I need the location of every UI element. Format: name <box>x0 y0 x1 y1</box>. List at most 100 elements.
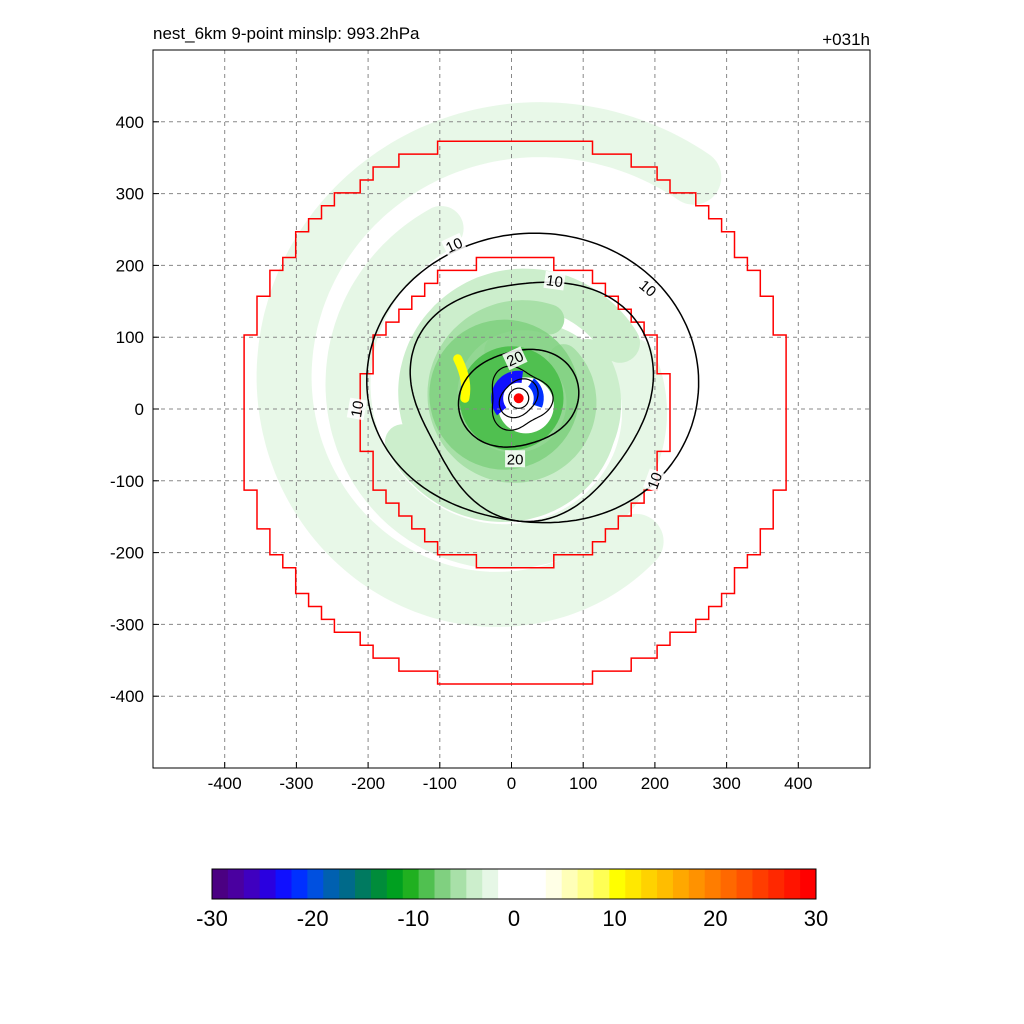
colorbar-swatch <box>657 869 674 899</box>
colorbar-swatch <box>529 869 547 899</box>
contour-label-bg <box>502 346 528 371</box>
contour-20 <box>457 348 580 448</box>
colorbar-swatch <box>561 869 579 899</box>
colorbar-swatch <box>243 869 261 899</box>
colorbar-swatch <box>800 869 817 899</box>
outer-rainband <box>256 102 722 627</box>
plot-area: 10 10 10 10 10 20 20 <box>153 50 870 768</box>
y-tick-label: 400 <box>116 113 144 132</box>
x-tick-label: 0 <box>507 774 516 793</box>
colorbar-tick-label: 20 <box>703 906 727 931</box>
contour-label-bg <box>643 468 666 493</box>
contour-label-group: 10 <box>441 232 467 257</box>
colorbar-swatch <box>212 869 229 899</box>
y-axis: 400 300 200 100 0 -100 -200 -300 -400 <box>110 113 159 706</box>
colorbar-swatch <box>641 869 658 899</box>
colorbar-swatch <box>577 869 594 899</box>
x-tick-label: 100 <box>569 774 597 793</box>
contour-label-group: 20 <box>505 450 526 468</box>
contour-label-bg <box>441 232 467 257</box>
colorbar-swatch <box>688 869 706 899</box>
inner-rainband <box>398 268 640 510</box>
y-tick-label: -100 <box>110 472 144 491</box>
colorbar-swatch <box>545 869 563 899</box>
colorbar-swatch <box>752 869 769 899</box>
contour-label: 10 <box>443 235 465 257</box>
x-tick-label: -300 <box>279 774 313 793</box>
colorbar-swatch <box>402 869 420 899</box>
y-tick-label: 200 <box>116 256 144 275</box>
positive-streak <box>453 354 471 403</box>
contour-label: 20 <box>504 348 526 370</box>
x-tick-label: 300 <box>712 774 740 793</box>
colorbar-swatch <box>768 869 785 899</box>
colorbar-swatch <box>593 869 610 899</box>
y-tick-label: 0 <box>135 400 144 419</box>
contour-label: 10 <box>645 470 667 491</box>
colorbar-swatch <box>466 869 483 899</box>
colorbar-swatch <box>625 869 642 899</box>
colorbar-swatch <box>323 869 340 899</box>
colorbar-frame <box>211 868 817 900</box>
eyewall-negative <box>491 370 524 416</box>
contour-label-group: 10 <box>643 468 667 493</box>
y-tick-label: -200 <box>110 544 144 563</box>
x-tick-label: 400 <box>784 774 812 793</box>
colorbar-tick-label: 10 <box>602 906 626 931</box>
colorbar-tick-label: -20 <box>297 906 329 931</box>
colorbar-swatch <box>339 869 356 899</box>
colorbar-tick-label: -10 <box>397 906 429 931</box>
colorbar-tick-label: 30 <box>804 906 828 931</box>
y-tick-label: -300 <box>110 615 144 634</box>
contour-10-inner <box>409 281 655 523</box>
middle-rainband <box>325 206 668 570</box>
contour-50 <box>507 387 530 409</box>
colorbar-swatch <box>736 869 753 899</box>
colorbar-swatch <box>498 869 515 899</box>
colorbar-swatch <box>418 869 436 899</box>
colorbar-swatch <box>784 869 801 899</box>
contour-40 <box>498 378 539 419</box>
colorbar-swatch <box>514 869 531 899</box>
contour-label-bg <box>543 270 566 291</box>
contour-label: 20 <box>507 451 524 468</box>
y-tick-label: 300 <box>116 185 144 204</box>
x-tick-label: -400 <box>208 774 242 793</box>
colorbar-swatch <box>672 869 690 899</box>
contour-lines: 10 10 10 10 10 20 20 <box>346 232 700 524</box>
contour-label: 10 <box>545 272 564 291</box>
contour-10-outer <box>366 232 700 524</box>
colorbar-swatch <box>434 869 451 899</box>
colorbar-swatch <box>275 869 292 899</box>
contour-30 <box>491 365 554 431</box>
colorbar-swatch <box>227 869 245 899</box>
chart-title: nest_6km 9-point minslp: 993.2hPa <box>153 24 420 43</box>
contour-label-bg <box>346 397 367 421</box>
colorbar-swatch <box>355 869 372 899</box>
x-tick-label: -100 <box>423 774 457 793</box>
colorbar-swatch <box>482 869 499 899</box>
colorbar-swatch <box>307 869 324 899</box>
contour-label-group: 10 <box>543 270 566 291</box>
x-axis: -400 -300 -200 -100 0 100 200 300 400 <box>208 762 812 793</box>
contour-label-group: 10 <box>634 275 662 301</box>
colorbar-swatch <box>386 869 404 899</box>
contour-label-bg <box>505 450 526 468</box>
colorbar-swatch <box>259 869 277 899</box>
colorbar-tick-label: -30 <box>196 906 228 931</box>
x-tick-label: 200 <box>641 774 669 793</box>
colorbar-tick-label: 0 <box>508 906 520 931</box>
colorbar-swatch <box>720 869 738 899</box>
contour-label-bg <box>634 275 662 301</box>
center-marker <box>513 393 524 404</box>
colorbar-swatch <box>609 869 626 899</box>
contour-label-group: 20 <box>502 346 528 371</box>
colorbar-swatch <box>704 869 722 899</box>
colorbar: -30 -20 -10 0 10 20 30 <box>196 868 828 931</box>
x-tick-label: -200 <box>351 774 385 793</box>
outer-boundary <box>243 140 787 685</box>
y-tick-label: -400 <box>110 687 144 706</box>
contour-label: 10 <box>348 399 368 418</box>
colorbar-swatch <box>370 869 388 899</box>
